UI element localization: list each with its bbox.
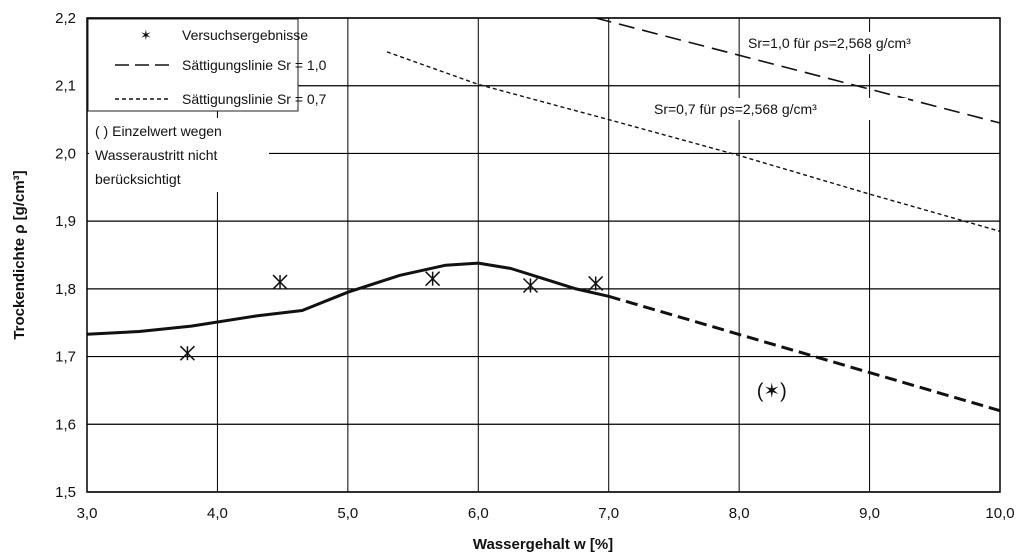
exclusion-note-bg xyxy=(89,118,269,192)
y-axis-title: Trockendichte ρ [g/cm³] xyxy=(11,170,28,339)
data-point xyxy=(588,275,604,291)
y-tick-label: 2,2 xyxy=(55,10,76,27)
series-layer xyxy=(86,17,1001,413)
data-point xyxy=(179,345,195,361)
x-tick-label: 10,0 xyxy=(985,505,1014,522)
exclusion-note-line1: ( ) Einzelwert wegen xyxy=(95,123,222,139)
data-point xyxy=(522,277,538,294)
y-tick-label: 2,1 xyxy=(55,78,76,95)
x-axis-title: Wassergehalt w [%] xyxy=(473,536,613,553)
x-tick-label: 3,0 xyxy=(77,505,98,522)
legend: ✶ Versuchsergebnisse Sättigungslinie Sr … xyxy=(87,18,327,112)
legend-label-sr10: Sättigungslinie Sr = 1,0 xyxy=(182,57,327,73)
series-line-long-dash xyxy=(595,17,1001,124)
series-line-short-dash xyxy=(386,51,1001,232)
legend-marker-points: ✶ xyxy=(140,27,152,43)
data-point xyxy=(425,271,441,287)
series-line-dashed xyxy=(608,294,1001,413)
excluded-point: (✶) xyxy=(757,380,787,402)
annotation-sr07: Sr=0,7 für ρs=2,568 g/cm³ xyxy=(654,101,817,117)
series-line-solid xyxy=(86,261,610,336)
y-tick-label: 1,5 xyxy=(55,484,76,501)
plot-area-border xyxy=(86,17,1001,493)
legend-label-points: Versuchsergebnisse xyxy=(182,27,308,43)
data-point xyxy=(272,274,288,290)
annotation-sr07-bg xyxy=(648,98,908,120)
annotation-sr10-bg xyxy=(742,32,996,54)
exclusion-note-line2: Wasseraustritt nicht xyxy=(95,147,218,163)
x-tick-label: 6,0 xyxy=(468,505,489,522)
exclusion-note-line3: berücksichtigt xyxy=(95,171,181,187)
y-tick-label: 1,7 xyxy=(55,349,76,366)
y-tick-label: 2,0 xyxy=(55,145,76,162)
x-tick-label: 4,0 xyxy=(207,505,228,522)
tick-labels: 3,0 4,0 5,0 6,0 7,0 8,0 9,0 10,0 1,5 1,6 1,7 1,8 1,9… xyxy=(55,10,1014,522)
legend-label-sr07: Sättigungslinie Sr = 0,7 xyxy=(182,91,327,107)
y-tick-label: 1,9 xyxy=(55,213,76,230)
y-tick-label: 1,8 xyxy=(55,281,76,298)
annotation-sr10: Sr=1,0 für ρs=2,568 g/cm³ xyxy=(748,35,911,51)
y-tick-label: 1,6 xyxy=(55,416,76,433)
x-tick-label: 9,0 xyxy=(859,505,880,522)
x-tick-label: 8,0 xyxy=(729,505,750,522)
exclusion-note: ( ) Einzelwert wegen Wasseraustritt nich… xyxy=(89,118,269,192)
x-tick-label: 5,0 xyxy=(337,505,358,522)
x-tick-label: 7,0 xyxy=(598,505,619,522)
